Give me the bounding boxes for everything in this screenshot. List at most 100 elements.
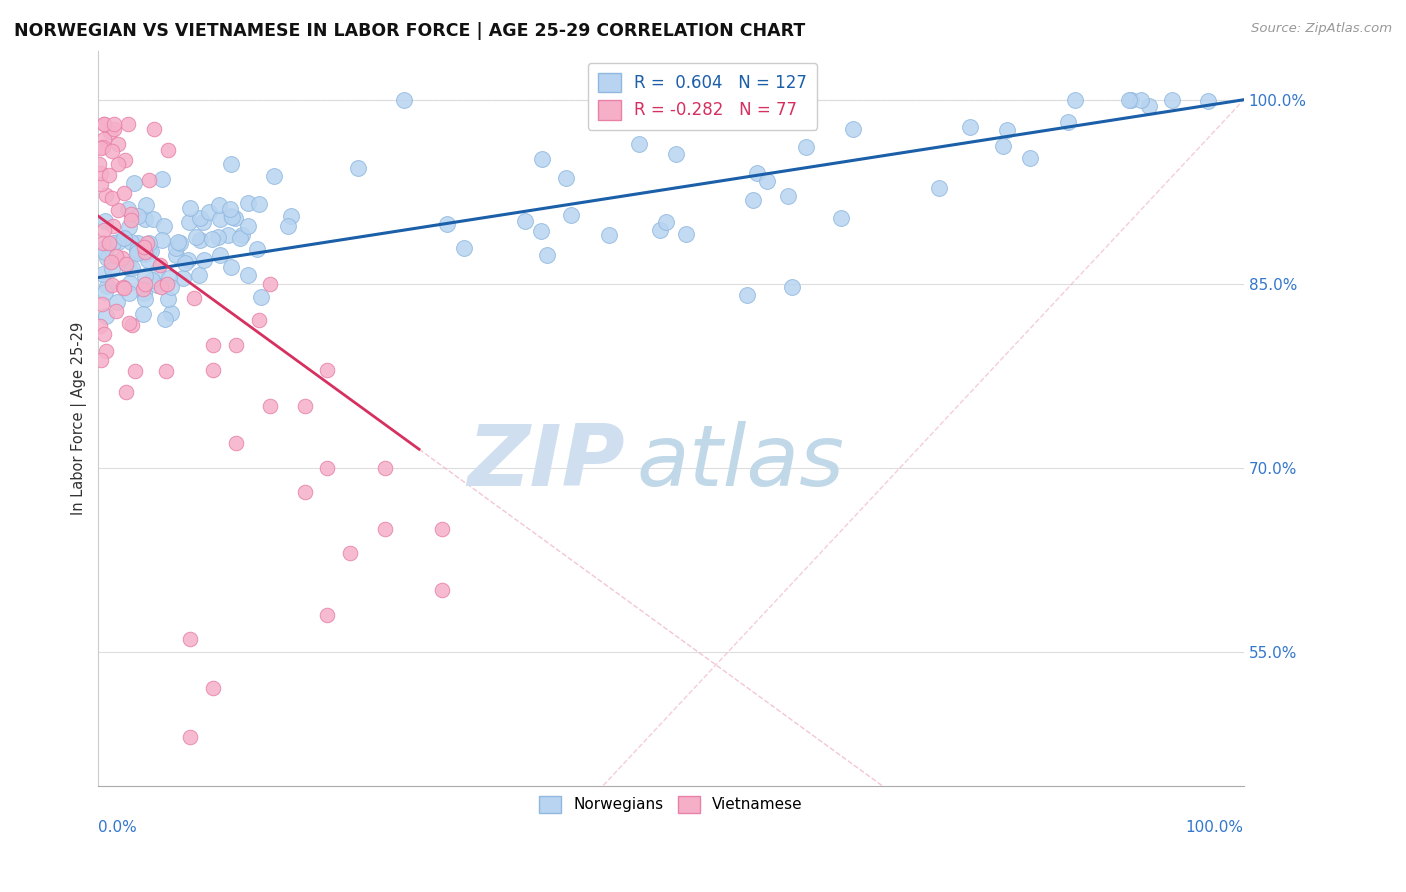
- Point: [103, 117, 125, 131]
- Point: [374, 522, 396, 536]
- Point: [186, 230, 208, 244]
- Point: [122, 176, 145, 190]
- Point: [188, 268, 211, 282]
- Point: [208, 198, 231, 212]
- Point: [176, 253, 198, 268]
- Point: [93, 117, 115, 131]
- Point: [347, 161, 370, 176]
- Text: 0.0%: 0.0%: [98, 820, 138, 835]
- Point: [991, 138, 1014, 153]
- Point: [104, 249, 127, 263]
- Point: [90, 352, 112, 367]
- Point: [160, 306, 183, 320]
- Point: [115, 257, 138, 271]
- Point: [280, 210, 302, 224]
- Point: [207, 229, 229, 244]
- Point: [221, 211, 243, 225]
- Point: [1197, 94, 1219, 108]
- Point: [93, 285, 115, 300]
- Point: [141, 273, 163, 287]
- Point: [97, 168, 120, 182]
- Point: [201, 232, 224, 246]
- Point: [134, 247, 156, 261]
- Point: [225, 338, 247, 352]
- Point: [160, 279, 183, 293]
- Point: [118, 277, 141, 291]
- Point: [90, 141, 112, 155]
- Point: [121, 260, 143, 275]
- Point: [138, 236, 160, 251]
- Point: [146, 277, 169, 292]
- Point: [134, 211, 156, 226]
- Text: Source: ZipAtlas.com: Source: ZipAtlas.com: [1251, 22, 1392, 36]
- Point: [631, 101, 654, 115]
- Point: [231, 228, 253, 243]
- Point: [121, 318, 143, 333]
- Point: [125, 245, 148, 260]
- Point: [120, 235, 142, 249]
- Point: [90, 177, 112, 191]
- Point: [91, 267, 114, 281]
- Point: [93, 327, 115, 342]
- Point: [1121, 93, 1143, 107]
- Point: [436, 217, 458, 231]
- Point: [117, 117, 139, 131]
- Point: [91, 235, 114, 250]
- Point: [118, 316, 141, 330]
- Point: [127, 209, 149, 223]
- Point: [124, 363, 146, 377]
- Point: [91, 296, 114, 310]
- Point: [294, 485, 316, 500]
- Point: [193, 252, 215, 267]
- Point: [177, 215, 200, 229]
- Point: [756, 174, 779, 188]
- Point: [136, 235, 159, 250]
- Point: [627, 137, 650, 152]
- Point: [236, 268, 259, 282]
- Point: [197, 204, 219, 219]
- Point: [219, 202, 242, 217]
- Point: [263, 169, 285, 183]
- Point: [134, 240, 156, 254]
- Point: [111, 280, 134, 294]
- Point: [1129, 93, 1152, 107]
- Point: [221, 260, 243, 274]
- Point: [98, 125, 121, 139]
- Point: [675, 227, 697, 241]
- Point: [174, 256, 197, 270]
- Point: [219, 156, 242, 170]
- Point: [776, 188, 799, 202]
- Point: [225, 436, 247, 450]
- Point: [188, 211, 211, 226]
- Point: [183, 291, 205, 305]
- Point: [96, 278, 118, 293]
- Point: [141, 244, 163, 259]
- Point: [101, 191, 124, 205]
- Point: [224, 211, 246, 226]
- Point: [830, 211, 852, 226]
- Point: [745, 165, 768, 179]
- Point: [156, 277, 179, 291]
- Point: [735, 288, 758, 302]
- Point: [294, 400, 316, 414]
- Point: [107, 202, 129, 217]
- Point: [780, 280, 803, 294]
- Point: [115, 384, 138, 399]
- Point: [93, 241, 115, 255]
- Point: [134, 277, 156, 291]
- Point: [513, 214, 536, 228]
- Legend: Norwegians, Vietnamese: Norwegians, Vietnamese: [533, 789, 808, 820]
- Point: [152, 219, 174, 233]
- Point: [157, 292, 180, 306]
- Point: [150, 233, 173, 247]
- Point: [93, 223, 115, 237]
- Point: [136, 252, 159, 267]
- Point: [246, 242, 269, 256]
- Point: [90, 166, 112, 180]
- Point: [153, 312, 176, 326]
- Point: [118, 220, 141, 235]
- Point: [259, 277, 281, 291]
- Point: [132, 286, 155, 301]
- Point: [650, 222, 672, 236]
- Point: [98, 236, 121, 251]
